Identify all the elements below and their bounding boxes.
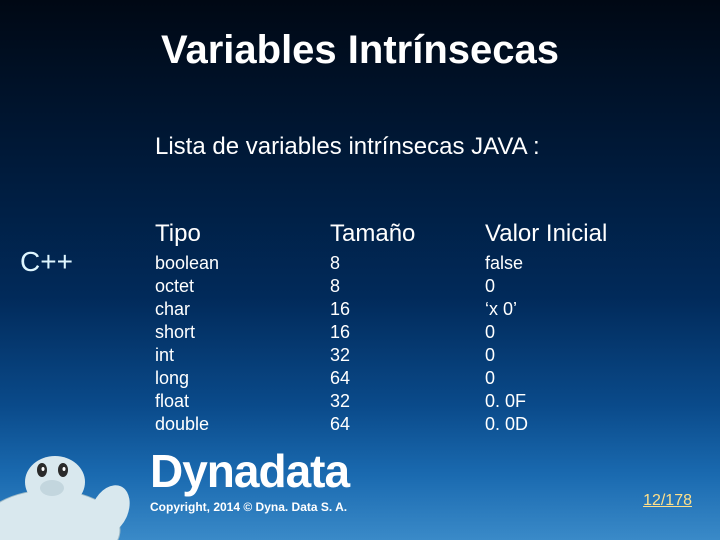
col-header-valor: Valor Inicial	[485, 220, 685, 248]
brand-logo-text: Dynadata	[150, 444, 349, 498]
cell-size: 32	[330, 344, 485, 367]
cell-size: 8	[330, 252, 485, 275]
cell-size: 8	[330, 275, 485, 298]
mascot-icon	[0, 420, 150, 540]
cell-size: 32	[330, 390, 485, 413]
cell-tipo: boolean	[155, 252, 330, 275]
slide-subtitle: Lista de variables intrínsecas JAVA :	[155, 133, 720, 161]
cell-tipo: double	[155, 413, 330, 436]
cell-valor: 0	[485, 321, 685, 344]
cell-tipo: octet	[155, 275, 330, 298]
sidebar-label-cpp: C++	[20, 246, 73, 278]
copyright-text: Copyright, 2014 © Dyna. Data S. A.	[150, 500, 349, 514]
slide-title: Variables Intrínsecas	[0, 0, 720, 73]
cell-valor: 0	[485, 275, 685, 298]
cell-valor: ‘x 0’	[485, 298, 685, 321]
cell-valor: false	[485, 252, 685, 275]
cell-size: 64	[330, 367, 485, 390]
cell-size: 16	[330, 321, 485, 344]
col-header-size: Tamaño	[330, 220, 485, 248]
cell-valor: 0. 0F	[485, 390, 685, 413]
cell-tipo: short	[155, 321, 330, 344]
cell-size: 16	[330, 298, 485, 321]
cell-valor: 0	[485, 344, 685, 367]
cell-tipo: char	[155, 298, 330, 321]
page-number: 12/178	[643, 492, 692, 510]
cell-valor: 0	[485, 367, 685, 390]
cell-tipo: long	[155, 367, 330, 390]
cell-tipo: int	[155, 344, 330, 367]
cell-valor: 0. 0D	[485, 413, 685, 436]
cell-tipo: float	[155, 390, 330, 413]
cell-size: 64	[330, 413, 485, 436]
col-header-tipo: Tipo	[155, 220, 330, 248]
